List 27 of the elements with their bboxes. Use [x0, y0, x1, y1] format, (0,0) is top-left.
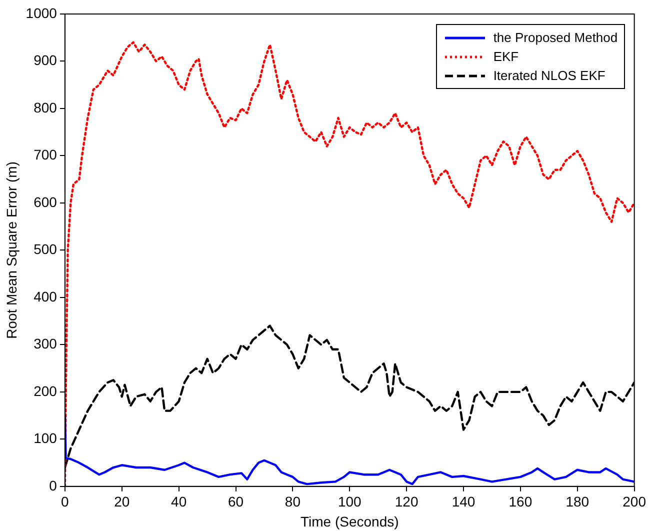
- x-tick-label: 160: [508, 494, 532, 510]
- x-tick-label: 200: [622, 494, 646, 510]
- y-tick-label: 100: [34, 430, 58, 446]
- y-tick-label: 0: [49, 477, 58, 494]
- x-tick-label: 120: [394, 494, 418, 510]
- y-tick-label: 600: [34, 194, 58, 210]
- x-tick-label: 180: [566, 494, 590, 510]
- y-tick-label: 300: [34, 336, 58, 352]
- y-tick-label: 400: [34, 288, 58, 304]
- y-tick-label: 900: [34, 52, 58, 68]
- y-axis-title: Root Mean Square Error (m): [3, 161, 20, 339]
- y-tick-label: 1000: [26, 4, 58, 21]
- y-tick-label: 500: [34, 241, 58, 258]
- y-tick-label: 800: [34, 99, 58, 116]
- x-tick-label: 60: [228, 494, 244, 510]
- legend-label: the Proposed Method: [493, 30, 618, 45]
- y-tick-label: 700: [34, 146, 58, 163]
- x-tick-label: 20: [114, 494, 130, 510]
- y-tick-label: 200: [34, 382, 58, 399]
- x-tick-label: 100: [338, 494, 362, 510]
- x-tick-label: 140: [452, 494, 476, 510]
- x-tick-label: 0: [61, 494, 70, 510]
- x-tick-label: 40: [171, 494, 187, 510]
- x-axis-title: Time (Seconds): [300, 513, 399, 530]
- legend-label: EKF: [493, 49, 519, 64]
- x-tick-label: 80: [284, 494, 301, 510]
- legend-label: Iterated NLOS EKF: [493, 68, 606, 83]
